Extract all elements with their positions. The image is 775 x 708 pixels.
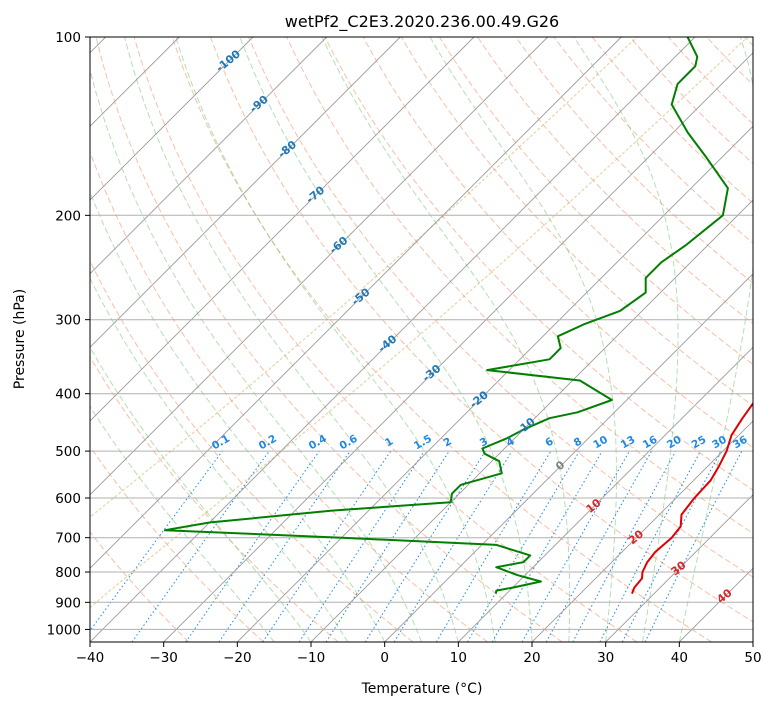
dry-adiabat-line bbox=[90, 531, 190, 642]
y-axis-label: Pressure (hPa) bbox=[12, 289, 28, 389]
moist-adiabat-line bbox=[90, 190, 386, 642]
x-tick-label: 0 bbox=[380, 650, 389, 666]
dry-adiabat-line bbox=[515, 37, 753, 284]
y-tick-label: 400 bbox=[55, 387, 81, 403]
mixing-ratio-line bbox=[298, 450, 425, 642]
x-tick-label: −10 bbox=[297, 650, 326, 666]
y-tick-label: 800 bbox=[55, 565, 81, 581]
moist-adiabat-line bbox=[175, 37, 496, 642]
isotherm-line bbox=[90, 37, 401, 348]
moist-adiabat-line bbox=[124, 37, 459, 642]
isotherm-line bbox=[384, 273, 753, 642]
mixing-ratio-line bbox=[572, 450, 677, 642]
y-tick-label: 200 bbox=[55, 208, 81, 224]
isotherm-line bbox=[90, 37, 475, 422]
x-tick-label: 20 bbox=[523, 650, 540, 666]
plot-area bbox=[90, 37, 753, 642]
dry-adiabat-line bbox=[210, 37, 753, 623]
x-tick-label: −30 bbox=[149, 650, 178, 666]
isotherm-line bbox=[236, 125, 753, 642]
dry-adiabat-line bbox=[133, 37, 638, 642]
isotherm-line bbox=[90, 37, 328, 275]
moist-adiabat-line bbox=[90, 346, 312, 642]
dry-adiabat-line bbox=[629, 37, 753, 165]
dry-adiabat-line bbox=[400, 37, 753, 407]
dry-adiabats bbox=[90, 37, 753, 642]
isotherm-line bbox=[90, 37, 622, 569]
dry-adiabat-line bbox=[171, 37, 712, 642]
y-tick-label: 500 bbox=[55, 444, 81, 460]
moist-adiabat-line bbox=[90, 405, 275, 642]
chart-title: wetPf2_C2E3.2020.236.00.49.G26 bbox=[285, 12, 559, 32]
y-tick-label: 900 bbox=[55, 595, 81, 611]
dewpoint-profile bbox=[163, 37, 729, 594]
saturation-contour bbox=[90, 37, 748, 609]
mixing-ratio-line bbox=[131, 450, 270, 642]
dry-adiabat-line bbox=[95, 37, 563, 642]
isotherm-line bbox=[163, 52, 753, 642]
mixing-ratio-line bbox=[521, 450, 630, 642]
x-tick-label: −20 bbox=[223, 650, 252, 666]
dry-adiabat-line bbox=[477, 37, 753, 325]
x-tick-label: 30 bbox=[597, 650, 614, 666]
x-axis: −40 −30 −20 −10 0 10 20 30 40 50 bbox=[76, 642, 762, 666]
dry-adiabat-line bbox=[553, 37, 753, 244]
mixing-ratio-lines bbox=[90, 450, 743, 642]
x-axis-label: Temperature (°C) bbox=[361, 681, 483, 697]
dry-adiabat-line bbox=[438, 37, 753, 366]
y-tick-label: 700 bbox=[55, 531, 81, 547]
moist-adiabat-line bbox=[321, 37, 571, 642]
mixing-ratio-line bbox=[393, 450, 513, 642]
x-tick-label: 50 bbox=[744, 650, 761, 666]
dry-adiabat-line bbox=[591, 37, 753, 204]
moist-adiabat-line bbox=[429, 37, 617, 642]
isotherm-line bbox=[531, 420, 753, 642]
saturation-contour bbox=[90, 37, 638, 518]
moist-adiabats bbox=[90, 37, 753, 642]
profile-series bbox=[163, 37, 753, 594]
y-tick-label: 1000 bbox=[47, 622, 81, 638]
mixing-ratio-line bbox=[218, 450, 351, 642]
moist-adiabat-line bbox=[239, 37, 533, 642]
moist-adiabat-line bbox=[90, 67, 422, 642]
moist-adiabat-line bbox=[678, 37, 753, 642]
y-tick-label: 300 bbox=[55, 313, 81, 329]
isotherm-line bbox=[90, 37, 696, 642]
x-tick-label: 10 bbox=[450, 650, 467, 666]
temperature-profile bbox=[631, 37, 753, 594]
mixing-ratio-line bbox=[325, 450, 450, 642]
dry-adiabat-line bbox=[286, 37, 753, 534]
plot-frame bbox=[89, 36, 754, 643]
dry-adiabat-line bbox=[90, 259, 414, 642]
isotherm-line bbox=[90, 37, 549, 496]
mixing-ratio-line bbox=[644, 450, 743, 642]
x-tick-label: −40 bbox=[76, 650, 105, 666]
moist-adiabat-line bbox=[90, 277, 349, 642]
saturation-contours bbox=[90, 37, 748, 609]
isotherm-line bbox=[457, 346, 753, 642]
mixing-ratio-line bbox=[262, 450, 392, 642]
y-tick-label: 100 bbox=[55, 30, 81, 46]
moist-adiabat-line bbox=[573, 37, 679, 642]
y-axis: 100 200 300 400 500 600 700 800 900 1000 bbox=[47, 30, 90, 638]
mixing-ratio-line bbox=[545, 450, 653, 642]
y-tick-label: 600 bbox=[55, 491, 81, 507]
isotherm-line bbox=[752, 641, 753, 642]
mixing-ratio-line bbox=[90, 450, 223, 632]
dry-adiabat-line bbox=[248, 37, 753, 578]
isotherm-line bbox=[90, 37, 254, 201]
x-tick-label: 40 bbox=[671, 650, 688, 666]
mixing-ratio-line bbox=[185, 450, 320, 642]
isotherm-line bbox=[605, 494, 753, 642]
dry-adiabat-line bbox=[90, 150, 488, 642]
